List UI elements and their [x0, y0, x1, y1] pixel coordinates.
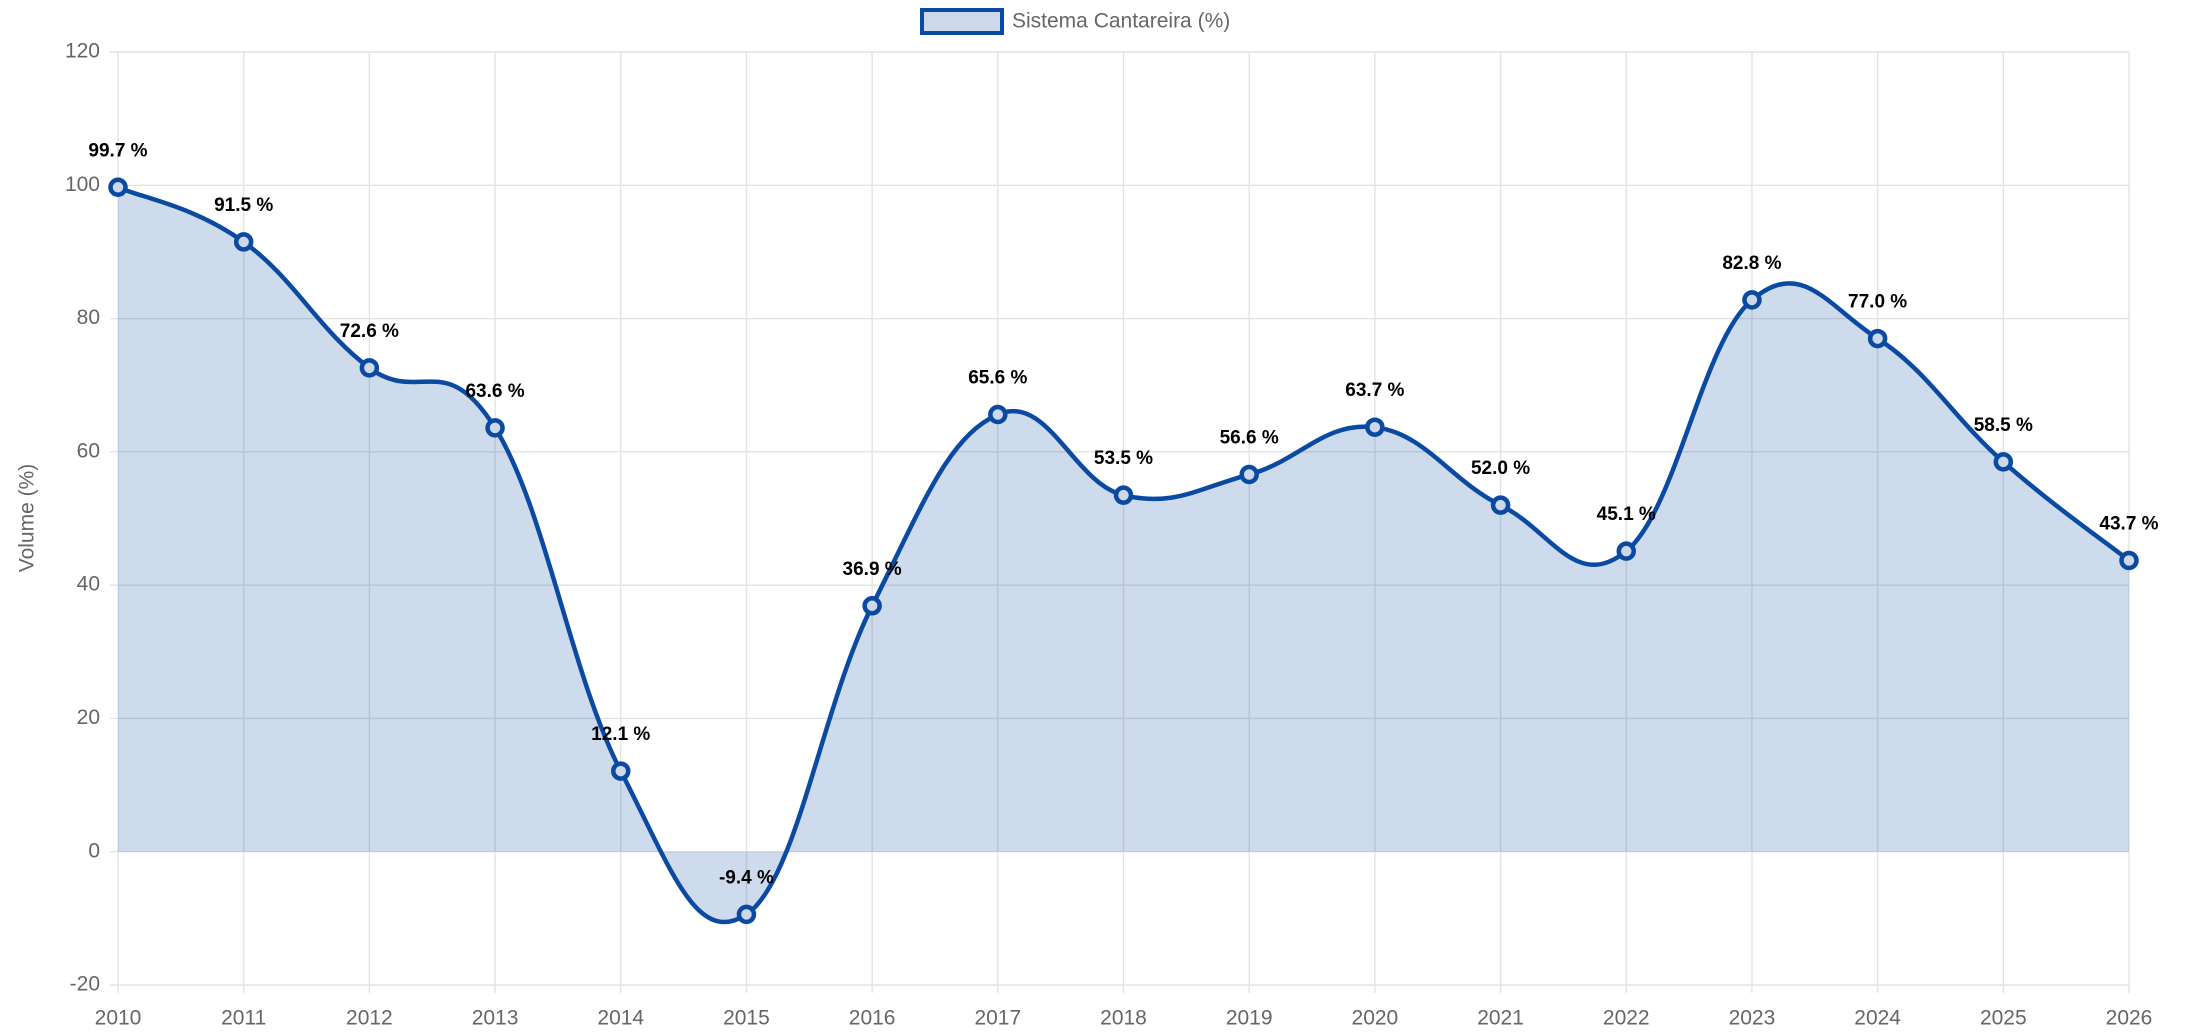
- point: [1616, 541, 1636, 561]
- point: [1867, 328, 1888, 349]
- data-label: 65.6 %: [968, 368, 1027, 389]
- data-label: 77.0 %: [1848, 292, 1907, 313]
- point: [1490, 495, 1511, 515]
- x-tick-label: 2013: [472, 1007, 519, 1030]
- x-tick-label: 2019: [1226, 1007, 1273, 1030]
- legend-swatch: [920, 8, 1004, 35]
- area: [118, 187, 2129, 923]
- x-tick-label: 2022: [1603, 1007, 1650, 1030]
- legend-label: Sistema Cantareira (%): [1012, 10, 1230, 33]
- data-label: 45.1 %: [1597, 504, 1656, 525]
- point: [359, 358, 380, 378]
- y-tick-label: 20: [77, 706, 100, 729]
- x-tick-label: 2023: [1729, 1007, 1776, 1030]
- y-tick-label: 80: [77, 306, 100, 329]
- data-label: 72.6 %: [340, 321, 399, 342]
- x-tick-label: 2016: [849, 1007, 896, 1030]
- data-label: 63.6 %: [465, 381, 524, 402]
- point: [1993, 452, 2014, 472]
- data-label: -9.4 %: [719, 867, 774, 888]
- point: [2119, 550, 2139, 571]
- point: [1742, 290, 1762, 310]
- point: [862, 596, 882, 616]
- point: [1113, 485, 1134, 505]
- y-tick-label: 0: [88, 839, 100, 862]
- point: [736, 904, 757, 925]
- x-tick-label: 2025: [1980, 1007, 2027, 1030]
- data-label: 82.8 %: [1722, 253, 1781, 274]
- point: [611, 761, 631, 781]
- data-label: 56.6 %: [1220, 428, 1279, 449]
- point: [988, 404, 1008, 425]
- line: [117, 185, 2131, 924]
- point: [108, 177, 128, 198]
- data-label: 99.7 %: [88, 140, 147, 161]
- x-tick-label: 2026: [2106, 1007, 2153, 1030]
- data-label: 53.5 %: [1094, 448, 1153, 469]
- y-tick-label: 40: [77, 573, 100, 596]
- x-tick-label: 2017: [974, 1007, 1021, 1030]
- point: [1365, 417, 1385, 437]
- data-label: 12.1 %: [591, 724, 650, 745]
- y-tick-label: 100: [65, 173, 100, 196]
- point: [485, 418, 505, 438]
- x-tick-label: 2020: [1352, 1007, 1399, 1030]
- y-axis-label: Volume (%): [16, 464, 39, 573]
- y-tick-label: -20: [70, 973, 100, 996]
- y-tick-label: 60: [77, 439, 100, 462]
- x-tick-label: 2024: [1854, 1007, 1901, 1030]
- point: [233, 232, 254, 252]
- data-label: 58.5 %: [1974, 415, 2033, 436]
- data-label: 63.7 %: [1345, 380, 1404, 401]
- x-tick-label: 2011: [221, 1007, 266, 1030]
- x-tick-label: 2012: [346, 1007, 393, 1030]
- x-tick-label: 2014: [597, 1007, 644, 1030]
- data-label: 91.5 %: [214, 195, 273, 216]
- x-tick-label: 2018: [1100, 1007, 1147, 1030]
- x-tick-label: 2015: [723, 1007, 770, 1030]
- data-label: 43.7 %: [2099, 514, 2158, 535]
- y-tick-label: 120: [65, 40, 100, 63]
- data-label: 52.0 %: [1471, 458, 1530, 479]
- data-label: 36.9 %: [843, 559, 902, 580]
- x-tick-label: 2021: [1477, 1007, 1524, 1030]
- point: [1239, 464, 1259, 485]
- x-tick-label: 2010: [95, 1007, 142, 1030]
